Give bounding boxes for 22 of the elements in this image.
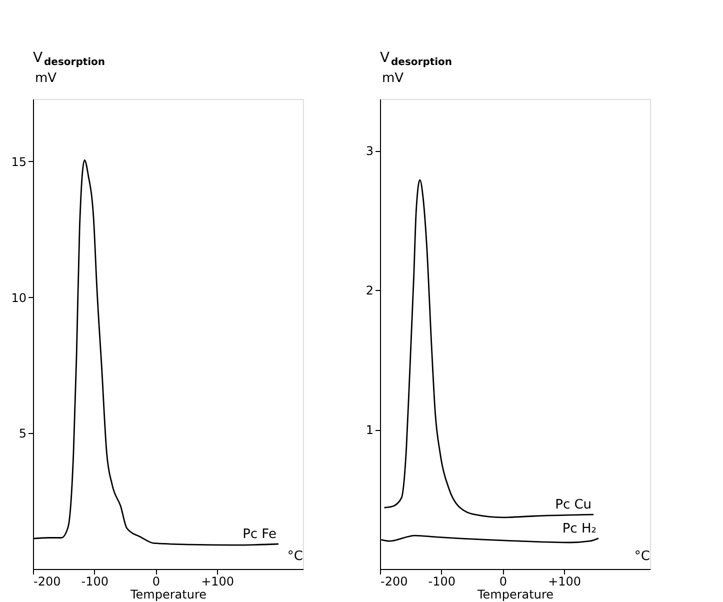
series-label: Pc H₂ <box>562 521 596 536</box>
x-tick-label: -200 <box>34 574 61 588</box>
y-tick-label: 3 <box>366 144 374 158</box>
y-tick-label: 1 <box>366 423 374 438</box>
x-tick-label: -200 <box>380 574 408 588</box>
annotation: °C <box>634 549 650 564</box>
x-tick-label: +100 <box>548 574 582 588</box>
series-label: Pc Cu <box>555 498 592 513</box>
x-axis-title: Temperature <box>129 588 207 602</box>
x-tick-label: 0 <box>152 574 160 588</box>
y-tick-label: 2 <box>366 284 374 298</box>
y-tick-label: 15 <box>11 154 26 169</box>
series-label: Pc Fe <box>242 527 276 542</box>
x-tick-label: 0 <box>499 574 508 588</box>
x-tick-label: +100 <box>201 574 234 588</box>
annotation: °C <box>287 549 303 564</box>
line-series <box>384 179 594 518</box>
y-tick-label: 10 <box>11 290 26 305</box>
x-tick-label: -100 <box>81 574 108 588</box>
x-axis-title: Temperature <box>476 588 554 602</box>
x-tick-label: -100 <box>428 574 456 588</box>
y-tick-label: 5 <box>18 426 26 441</box>
